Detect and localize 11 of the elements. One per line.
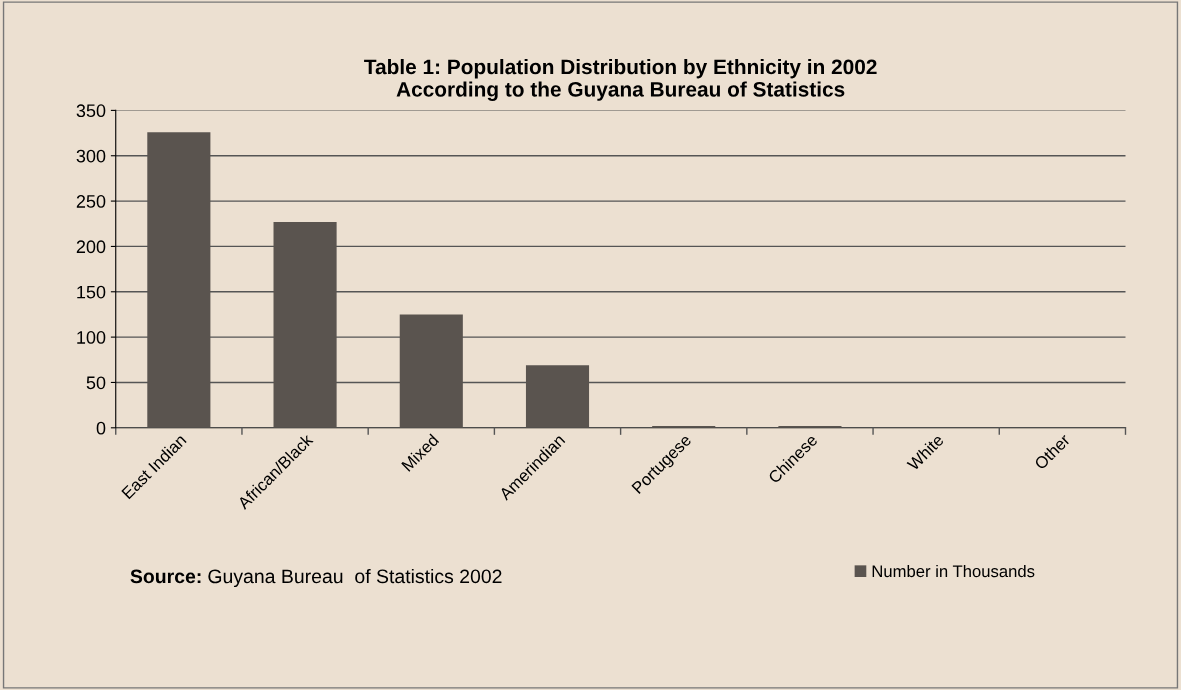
- y-tick-label: 300: [76, 149, 106, 163]
- legend-label: Number in Thousands: [872, 564, 1035, 578]
- y-tick-label: 50: [86, 376, 106, 390]
- y-tick-label: 100: [77, 331, 106, 344]
- y-tick-label: 0: [96, 421, 106, 435]
- y-tick-label: 200: [76, 240, 106, 254]
- source-note: Source: Guyana Bureau of Statistics 2002: [130, 568, 502, 588]
- y-tick-label: 250: [76, 195, 106, 208]
- y-tick-label: 350: [76, 104, 106, 118]
- y-tick-label: 150: [77, 285, 106, 299]
- chart-title: Table 1: Population Distribution by Ethnicity in 2002 According to the Guyana Bureau of Statistics: [364, 58, 877, 101]
